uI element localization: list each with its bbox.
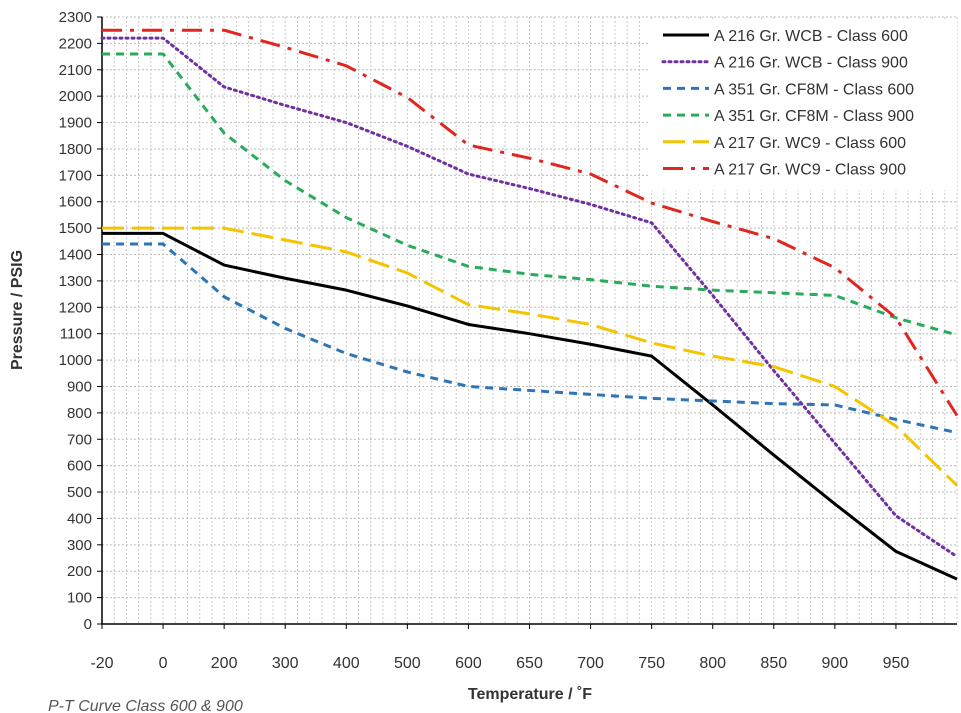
y-tick-label: 1900 <box>59 115 92 132</box>
x-tick-label: 650 <box>516 655 543 672</box>
chart-caption: P-T Curve Class 600 & 900 <box>48 698 243 713</box>
y-tick-label: 1700 <box>59 167 92 184</box>
x-axis-title: Temperature / ˚F <box>468 686 592 703</box>
y-tick-label: 1500 <box>59 220 92 237</box>
x-tick-label: 850 <box>760 655 787 672</box>
legend-label-3: A 351 Gr. CF8M - Class 600 <box>714 81 914 98</box>
legend-label-4: A 351 Gr. CF8M - Class 900 <box>714 108 914 125</box>
series-line-2 <box>100 36 959 559</box>
legend-label-1: A 216 Gr. WCB - Class 600 <box>714 28 908 45</box>
x-tick-label: 0 <box>159 655 168 672</box>
legend-label-5: A 217 Gr. WC9 - Class 600 <box>714 135 906 152</box>
series-line-5 <box>102 226 959 487</box>
legend-box <box>650 20 957 190</box>
y-tick-label: 500 <box>67 484 92 501</box>
y-tick-label: 1000 <box>59 352 92 369</box>
x-tick-label: -20 <box>90 655 113 672</box>
y-tick-label: 600 <box>67 458 92 475</box>
y-tick-label: 900 <box>67 378 92 395</box>
y-axis-ticks: 0 100 200 300 400 500 600 700 800 900 1000 1100 1200… <box>59 9 102 633</box>
y-tick-label: 300 <box>67 537 92 554</box>
y-tick-label: 2000 <box>59 88 92 105</box>
x-tick-label: 950 <box>883 655 910 672</box>
series-line-1 <box>102 231 958 581</box>
y-tick-label: 400 <box>67 510 92 527</box>
y-tick-label: 1100 <box>60 326 92 343</box>
x-tick-label: 700 <box>577 655 604 672</box>
x-tick-label: 600 <box>455 655 482 672</box>
series-lines <box>100 28 959 581</box>
y-tick-label: 1200 <box>59 299 92 316</box>
y-tick-label: 2100 <box>59 62 92 79</box>
y-tick-label: 1600 <box>59 194 92 211</box>
y-tick-label: 2300 <box>59 9 92 26</box>
y-axis-title: Pressure / PSIG <box>9 250 26 370</box>
series-line-3 <box>102 242 958 435</box>
y-tick-label: 0 <box>84 616 92 633</box>
y-tick-label: 2200 <box>59 35 92 52</box>
x-tick-label: 900 <box>822 655 849 672</box>
y-tick-label: 100 <box>67 590 92 607</box>
series-line-4 <box>102 52 958 337</box>
y-tick-label: 1300 <box>59 273 92 290</box>
x-tick-label: 800 <box>699 655 726 672</box>
x-tick-label: 200 <box>211 655 238 672</box>
y-tick-label: 1800 <box>59 141 92 158</box>
y-tick-label: 1400 <box>59 247 92 264</box>
legend: A 216 Gr. WCB - Class 600 A 216 Gr. WCB -… <box>650 20 957 190</box>
y-tick-label: 800 <box>67 405 92 422</box>
series-line-6 <box>102 28 959 417</box>
x-tick-label: 750 <box>638 655 665 672</box>
legend-label-2: A 216 Gr. WCB - Class 900 <box>714 55 908 72</box>
x-axis-ticks: -20 0 200 300 400 500 600 650 700 750 800 850 900 950 <box>90 624 909 672</box>
y-tick-label: 700 <box>67 431 92 448</box>
legend-label-6: A 217 Gr. WC9 - Class 900 <box>714 162 906 179</box>
x-tick-label: 400 <box>333 655 360 672</box>
y-tick-label: 200 <box>67 563 92 580</box>
x-tick-label: 500 <box>394 655 421 672</box>
x-tick-label: 300 <box>272 655 299 672</box>
